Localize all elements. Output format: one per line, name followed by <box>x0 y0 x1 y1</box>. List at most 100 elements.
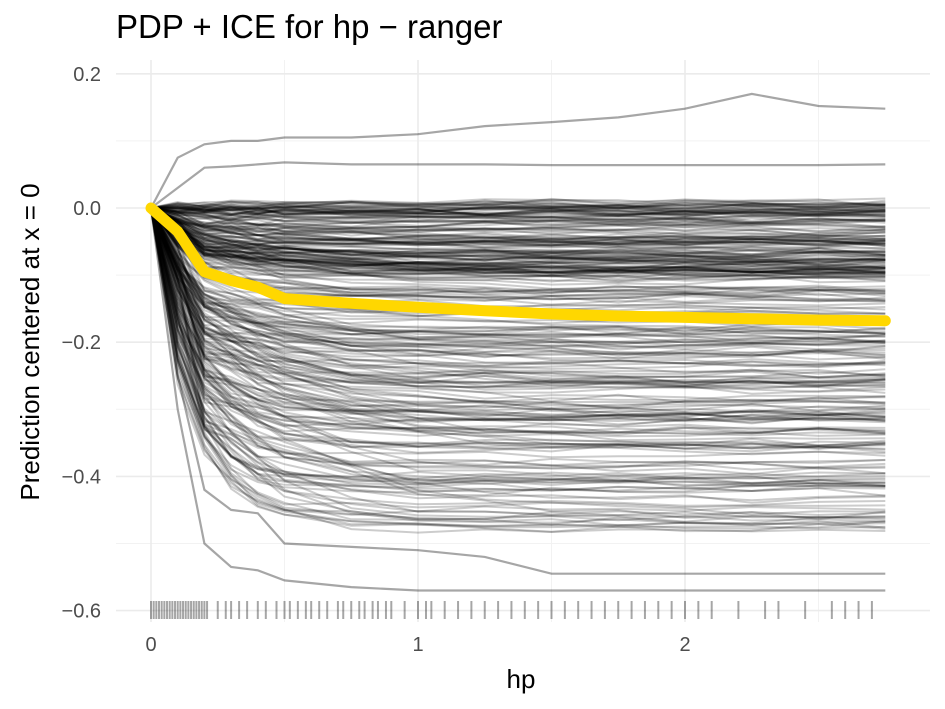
ice-curve <box>150 207 886 277</box>
ice-curve <box>150 207 886 218</box>
ice-curve <box>150 207 886 261</box>
ice-curve <box>150 205 886 218</box>
ice-curve <box>150 207 886 276</box>
ice-curve <box>150 207 886 423</box>
ice-curve <box>150 207 886 224</box>
ice-curve <box>150 207 886 274</box>
ice-curve <box>150 207 886 246</box>
ice-curve <box>150 207 886 219</box>
ice-curve <box>150 207 886 303</box>
ice-curve <box>150 207 886 417</box>
ice-curve <box>150 207 886 247</box>
ice-curve <box>150 207 886 476</box>
ice-curve <box>150 92 886 209</box>
ice-curve <box>150 207 886 245</box>
ice-curve <box>150 207 886 385</box>
ice-curve <box>150 207 886 247</box>
ice-curve <box>150 207 886 450</box>
ice-curve <box>150 203 886 212</box>
ice-curve <box>150 207 886 478</box>
ice-curve <box>150 207 886 223</box>
ice-curve <box>150 207 886 297</box>
ice-curve <box>150 207 886 293</box>
ice-curve <box>150 207 886 243</box>
ice-curve <box>150 207 886 348</box>
ice-curve <box>150 207 886 459</box>
y-tick-label: −0.2 <box>62 332 101 354</box>
ice-curve <box>150 207 886 367</box>
chart-title: PDP + ICE for hp − ranger <box>116 8 503 45</box>
ice-curve <box>150 207 886 271</box>
ice-curve <box>150 202 886 213</box>
ice-curve <box>150 207 886 278</box>
ice-curve <box>150 207 886 243</box>
ice-curve <box>150 207 886 347</box>
ice-curve <box>150 207 886 238</box>
ice-curve <box>150 207 886 277</box>
ice-curve <box>150 207 886 447</box>
ice-curve <box>150 207 886 351</box>
ice-curve <box>150 207 886 277</box>
ice-curve <box>150 207 886 487</box>
ice-curve <box>150 206 886 218</box>
ice-curve <box>150 207 886 517</box>
y-axis-title: Prediction centered at x = 0 <box>15 183 45 500</box>
ice-curve <box>150 207 886 436</box>
ice-curve <box>150 207 886 318</box>
pdp-line <box>145 202 891 327</box>
ice-curve <box>150 207 886 469</box>
ice-curve <box>150 207 886 243</box>
ice-curve <box>150 207 886 269</box>
ice-curve <box>150 207 886 350</box>
ice-curve <box>150 207 886 260</box>
ice-curve <box>150 207 886 336</box>
ice-curve <box>150 207 886 308</box>
ice-curve <box>150 201 886 210</box>
ice-curve <box>150 207 886 378</box>
ice-curve <box>150 207 886 226</box>
ice-curve <box>150 207 886 279</box>
ice-curve <box>150 207 886 358</box>
ice-curve <box>150 207 886 450</box>
ice-curve <box>150 207 886 268</box>
ice-curve <box>150 207 886 447</box>
ice-curve <box>150 207 886 403</box>
pdp-curve <box>145 202 891 327</box>
ice-curve <box>150 207 886 470</box>
ice-curve <box>150 207 886 275</box>
ice-curve <box>150 207 886 282</box>
ice-curve <box>150 207 886 338</box>
ice-curve <box>150 198 886 211</box>
ice-curve <box>150 207 886 437</box>
ice-curve <box>150 204 886 214</box>
ice-curve <box>150 207 886 422</box>
ice-curve <box>150 207 886 433</box>
ice-curve <box>150 207 886 233</box>
ice-curve <box>150 199 886 209</box>
ice-curve <box>150 207 886 482</box>
ice-curve <box>150 207 886 480</box>
ice-curve <box>150 207 886 494</box>
ice-curve <box>150 207 886 343</box>
ice-curve <box>150 207 886 245</box>
y-tick-label: −0.4 <box>62 466 101 488</box>
ice-curve <box>150 207 886 236</box>
ice-curve <box>150 207 886 257</box>
ice-curve <box>150 207 886 274</box>
ice-curve <box>150 207 886 294</box>
ice-curve <box>150 161 886 209</box>
ice-curve <box>150 207 886 485</box>
ice-curve <box>150 207 886 453</box>
ice-curve <box>150 207 886 248</box>
ice-curve <box>150 207 886 335</box>
ice-curve <box>150 207 886 404</box>
ice-curve <box>150 197 886 209</box>
ice-curve <box>150 207 886 255</box>
ice-curve <box>150 207 886 245</box>
ice-curve <box>150 204 886 216</box>
ice-curve <box>150 207 886 278</box>
ice-curve <box>150 207 886 263</box>
ice-curve <box>150 207 886 277</box>
ice-curve <box>150 207 886 388</box>
ice-curve <box>150 207 886 275</box>
